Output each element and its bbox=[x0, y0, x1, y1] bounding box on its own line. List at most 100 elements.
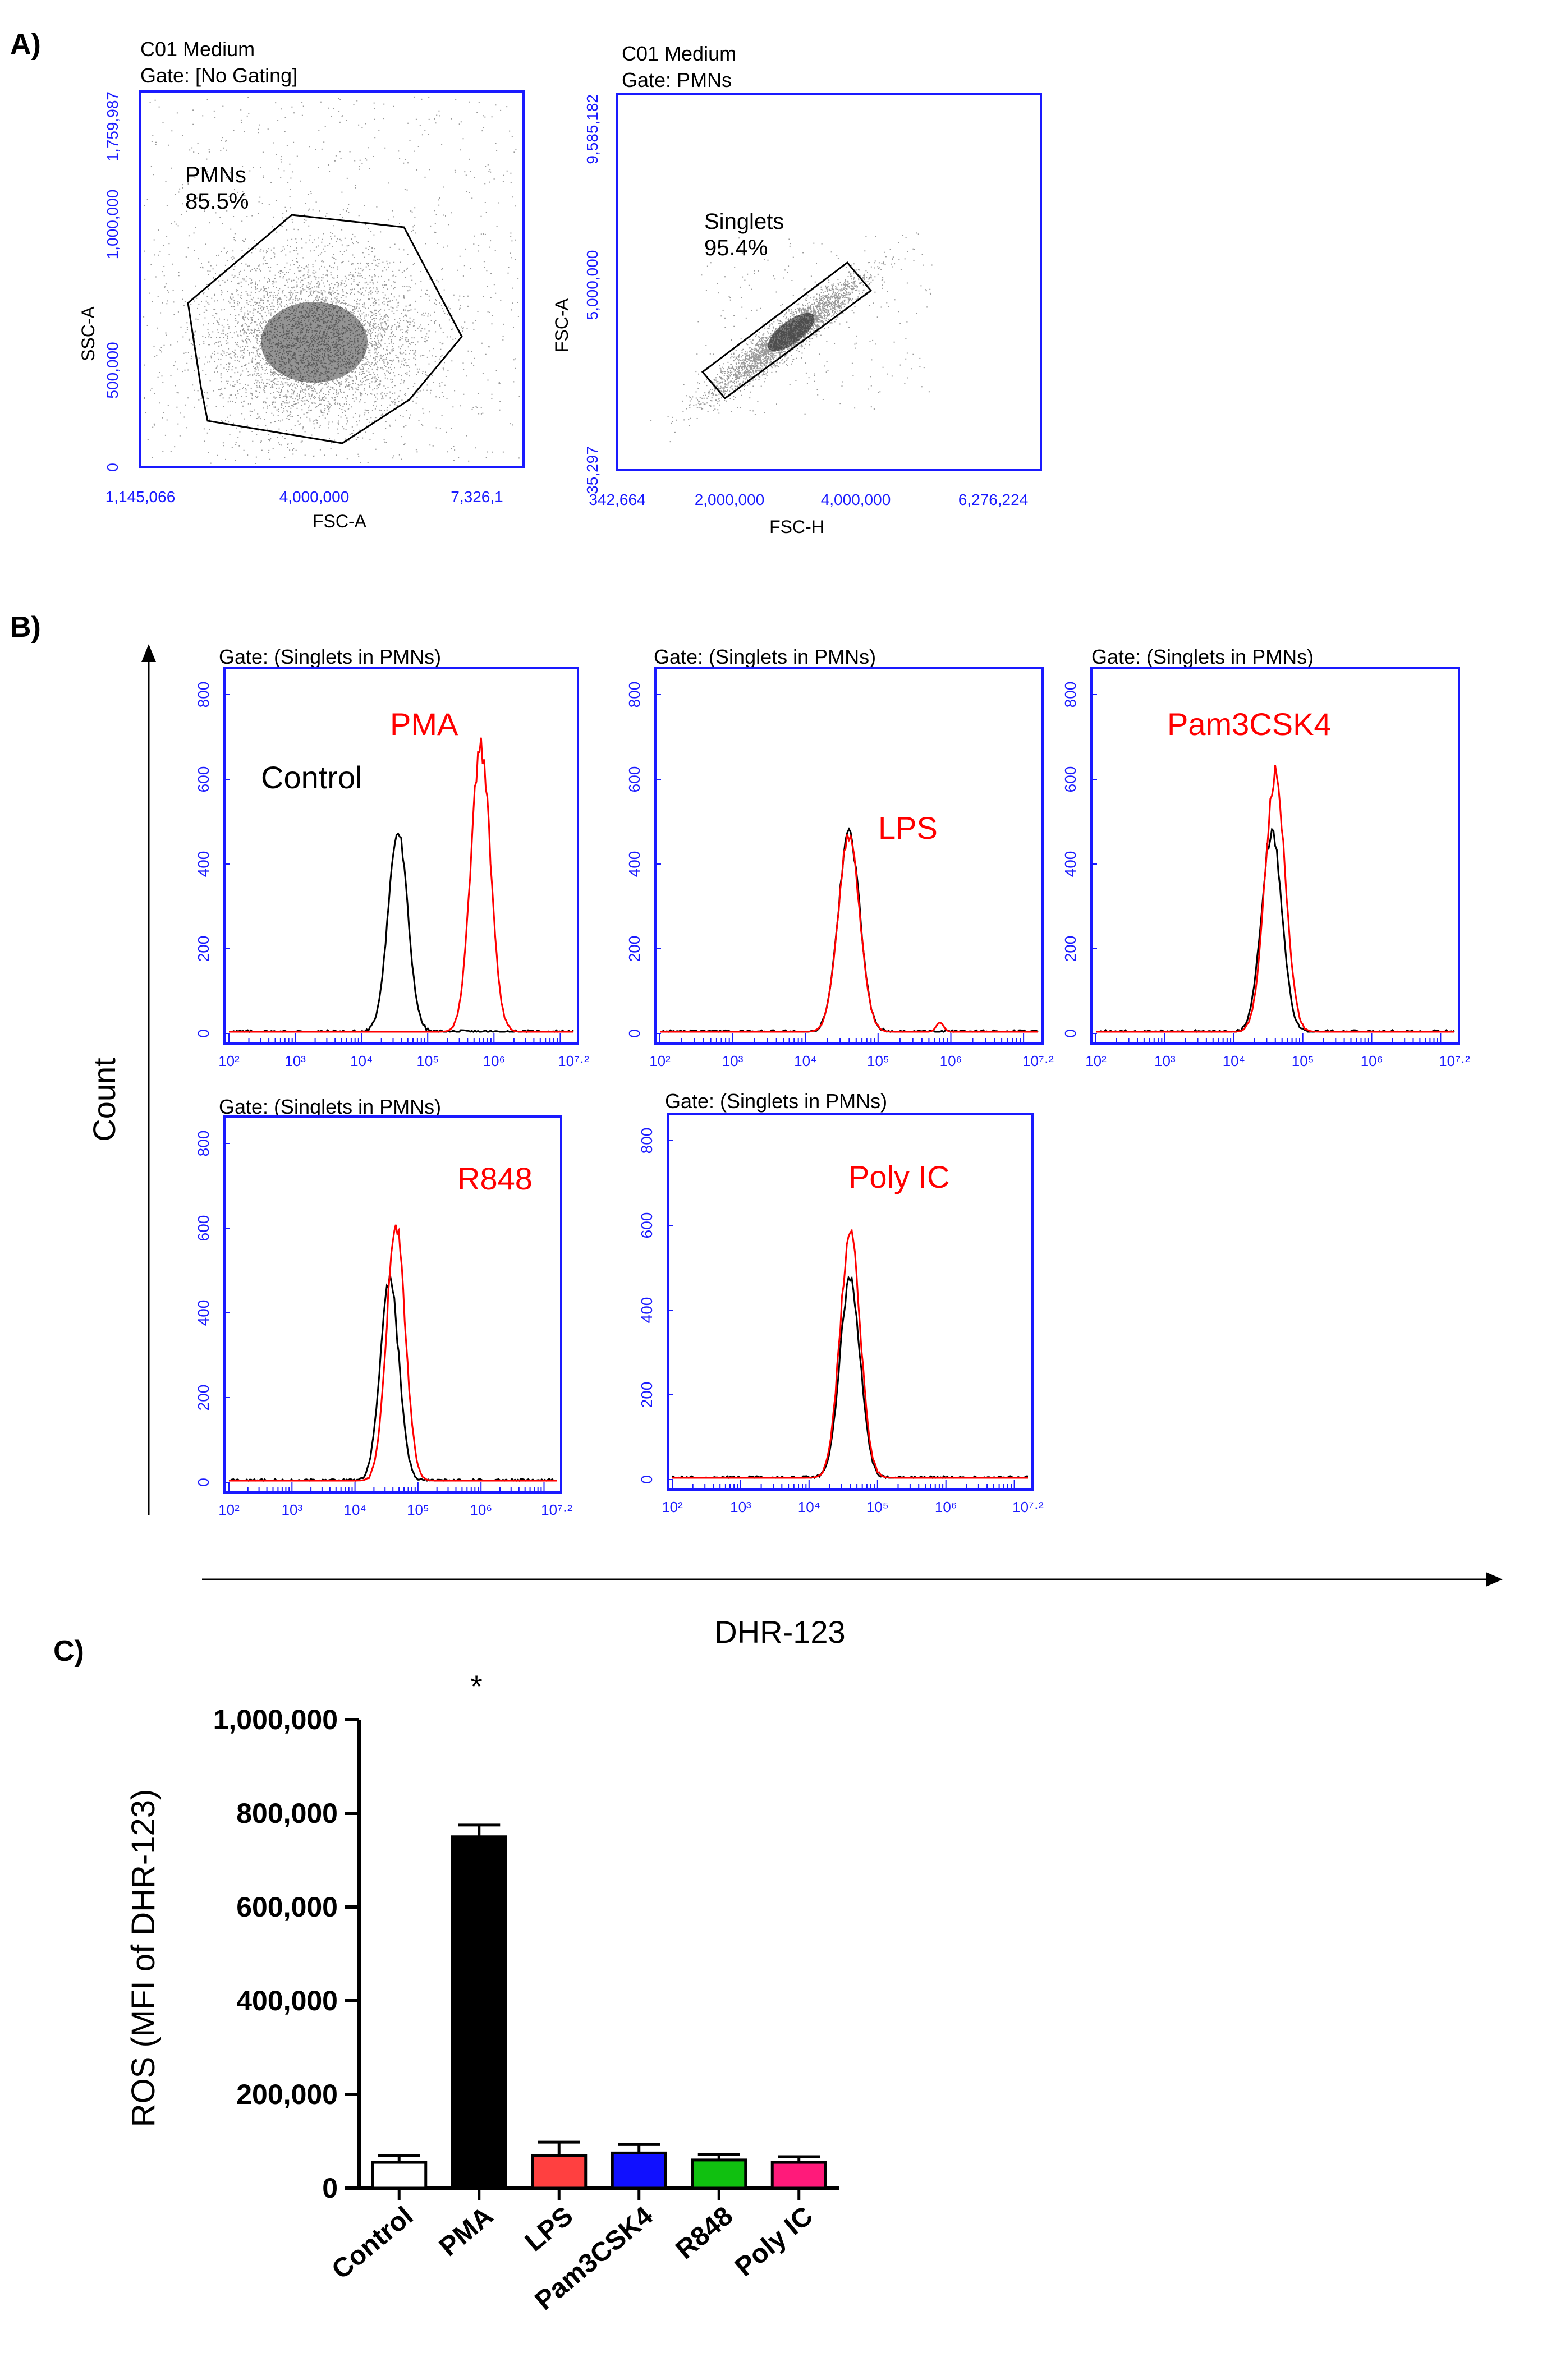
singlet-gate-polygon bbox=[701, 261, 873, 400]
histogram-curves: 800 600 400 200 0 10² 10³ 10⁴ 10⁵ 10⁶ 10⁷·² bbox=[195, 682, 589, 1069]
x-tick: 342,664 bbox=[589, 491, 645, 508]
histogram-plot: Gate: (Singlets in PMNs) 800 600 400 200 0 10… bbox=[638, 1090, 1044, 1515]
bar-chart-x-tick: LPS bbox=[520, 2201, 579, 2258]
bar-chart-y-tick: 1,000,000 bbox=[213, 1704, 338, 1735]
y-axis-label: SSC-A bbox=[78, 306, 98, 361]
scatter-cloud bbox=[143, 96, 520, 464]
histogram-y-tick: 800 bbox=[638, 1128, 655, 1154]
histogram-x-tick-marks bbox=[659, 1033, 1025, 1044]
treated-histogram-curve bbox=[1096, 765, 1454, 1033]
x-tick: 7,326,1 bbox=[451, 488, 503, 506]
histogram-curves: 800 600 400 200 0 10² 10³ 10⁴ 10⁵ 10⁶ 10⁷·² bbox=[638, 1128, 1044, 1515]
x-axis-label: FSC-H bbox=[769, 517, 824, 537]
y-tick: 1,759,987 bbox=[104, 91, 121, 162]
bar-chart-y-tick: 200,000 bbox=[236, 2079, 338, 2110]
histogram-y-tick: 0 bbox=[195, 1478, 212, 1487]
control-histogram-curve bbox=[228, 1273, 557, 1482]
histogram-x-tick: 10⁴ bbox=[344, 1501, 366, 1518]
bar-chart-y-tick: 400,000 bbox=[236, 1985, 338, 2016]
y-tick: 9,585,182 bbox=[584, 94, 601, 164]
treatment-label: LPS bbox=[878, 810, 938, 846]
treatment-label: Pam3CSK4 bbox=[1167, 706, 1332, 742]
histogram-plot: Gate: (Singlets in PMNs) 800 600 400 200 0 10… bbox=[1062, 645, 1470, 1069]
gate-percent: 85.5% bbox=[185, 189, 249, 214]
treated-histogram-curve bbox=[672, 1228, 1028, 1479]
histogram-y-tick: 200 bbox=[638, 1382, 655, 1408]
treated-histogram-curve bbox=[660, 833, 1038, 1033]
histogram-y-tick: 0 bbox=[626, 1029, 643, 1038]
treated-histogram-curve bbox=[229, 737, 573, 1033]
histogram-x-tick: 10² bbox=[218, 1501, 240, 1518]
control-histogram-curve bbox=[1096, 827, 1455, 1033]
histogram-x-tick: 10⁷·² bbox=[1022, 1053, 1054, 1069]
histogram-x-tick-marks bbox=[1095, 1033, 1442, 1044]
control-histogram-curve bbox=[229, 832, 575, 1033]
histogram-plot: Gate: (Singlets in PMNs) 800 600 400 200 0 10… bbox=[626, 645, 1054, 1069]
panel-label-a: A) bbox=[10, 28, 41, 61]
histogram-x-tick: 10⁶ bbox=[935, 1499, 957, 1515]
histogram-curves: 800 600 400 200 0 10² 10³ 10⁴ 10⁵ 10⁶ 10⁷·² bbox=[195, 1131, 572, 1518]
histogram-x-tick: 10² bbox=[649, 1053, 671, 1069]
histogram-x-tick: 10⁷·² bbox=[1439, 1053, 1470, 1069]
treatment-label: Poly IC bbox=[848, 1159, 950, 1194]
bar-chart-x-tick: Poly IC bbox=[729, 2201, 819, 2282]
histogram-y-tick: 800 bbox=[195, 682, 212, 708]
histogram-y-tick: 0 bbox=[638, 1475, 655, 1484]
bar-chart-x-tick: PMA bbox=[434, 2201, 499, 2262]
bar-chart-marks: 1,000,000 800,000 600,000 400,000 200,000 0Co… bbox=[213, 1704, 839, 2316]
dhr123-axis-label: DHR-123 bbox=[714, 1614, 845, 1650]
control-label: Control bbox=[261, 760, 362, 795]
histogram-y-tick: 400 bbox=[195, 851, 212, 877]
histogram-x-tick-marks bbox=[228, 1033, 561, 1044]
scatter-density-core bbox=[768, 313, 815, 352]
histogram-gate-label: Gate: (Singlets in PMNs) bbox=[1091, 645, 1314, 668]
scatter-title: C01 Medium bbox=[140, 38, 255, 61]
bar-chart-y-tick: 0 bbox=[322, 2172, 338, 2204]
bar-chart-y-label: ROS (MFI of DHR-123) bbox=[125, 1789, 162, 2128]
ros-bar-chart: 1,000,000 800,000 600,000 400,000 200,000 0Co… bbox=[125, 1669, 839, 2316]
histogram-x-tick: 10⁵ bbox=[866, 1499, 889, 1515]
histogram-x-tick: 10² bbox=[1085, 1053, 1107, 1069]
x-tick: 4,000,000 bbox=[279, 488, 350, 506]
histogram-y-tick: 0 bbox=[195, 1029, 212, 1038]
scatter-title: C01 Medium bbox=[622, 42, 736, 65]
histogram-x-tick: 10⁵ bbox=[407, 1501, 429, 1518]
y-tick: 1,000,000 bbox=[104, 190, 121, 260]
histogram-y-tick: 800 bbox=[195, 1131, 212, 1157]
histogram-gate-label: Gate: (Singlets in PMNs) bbox=[219, 645, 441, 668]
scatter-plot-pmns: C01 Medium Gate: PMNs Singlets 95.4% FSC… bbox=[552, 42, 1042, 537]
histogram-y-tick: 200 bbox=[1062, 936, 1079, 962]
y-tick: 35,297 bbox=[584, 446, 601, 494]
histogram-x-tick: 10³ bbox=[722, 1053, 744, 1069]
treatment-label: R848 bbox=[457, 1161, 533, 1196]
histogram-gate-label: Gate: (Singlets in PMNs) bbox=[654, 645, 876, 668]
bar-chart-x-tick: Control bbox=[327, 2201, 419, 2285]
histogram-x-tick: 10⁷·² bbox=[1012, 1499, 1044, 1515]
histogram-y-tick: 200 bbox=[195, 1385, 212, 1411]
x-tick: 2,000,000 bbox=[695, 491, 765, 508]
histogram-y-tick: 200 bbox=[626, 936, 643, 962]
x-axis-label: FSC-A bbox=[313, 511, 367, 531]
scatter-density-core bbox=[261, 302, 368, 383]
histogram-x-tick: 10³ bbox=[1154, 1053, 1176, 1069]
treatment-label: PMA bbox=[390, 706, 458, 742]
panel-label-b: B) bbox=[10, 611, 41, 644]
y-tick: 500,000 bbox=[104, 342, 121, 398]
histogram-x-tick: 10⁷·² bbox=[541, 1501, 572, 1518]
histogram-x-tick: 10⁵ bbox=[1292, 1053, 1314, 1069]
histogram-y-tick: 200 bbox=[195, 936, 212, 962]
bar bbox=[770, 2161, 827, 2190]
histogram-curves: 800 600 400 200 0 10² 10³ 10⁴ 10⁵ 10⁶ 10⁷·² bbox=[1062, 682, 1470, 1069]
histogram-x-tick: 10⁶ bbox=[940, 1053, 962, 1069]
control-histogram-curve bbox=[672, 1275, 1029, 1480]
scatter-gate-label: Gate: PMNs bbox=[622, 68, 732, 91]
histogram-y-tick: 0 bbox=[1062, 1029, 1079, 1038]
gate-name: PMNs bbox=[185, 163, 246, 187]
histogram-gate-label: Gate: (Singlets in PMNs) bbox=[665, 1090, 887, 1113]
y-tick: 0 bbox=[104, 463, 121, 472]
histogram-x-tick: 10² bbox=[218, 1053, 240, 1069]
count-arrowhead bbox=[141, 644, 156, 662]
histogram-y-tick: 400 bbox=[1062, 851, 1079, 877]
histogram-y-tick: 800 bbox=[626, 682, 643, 708]
